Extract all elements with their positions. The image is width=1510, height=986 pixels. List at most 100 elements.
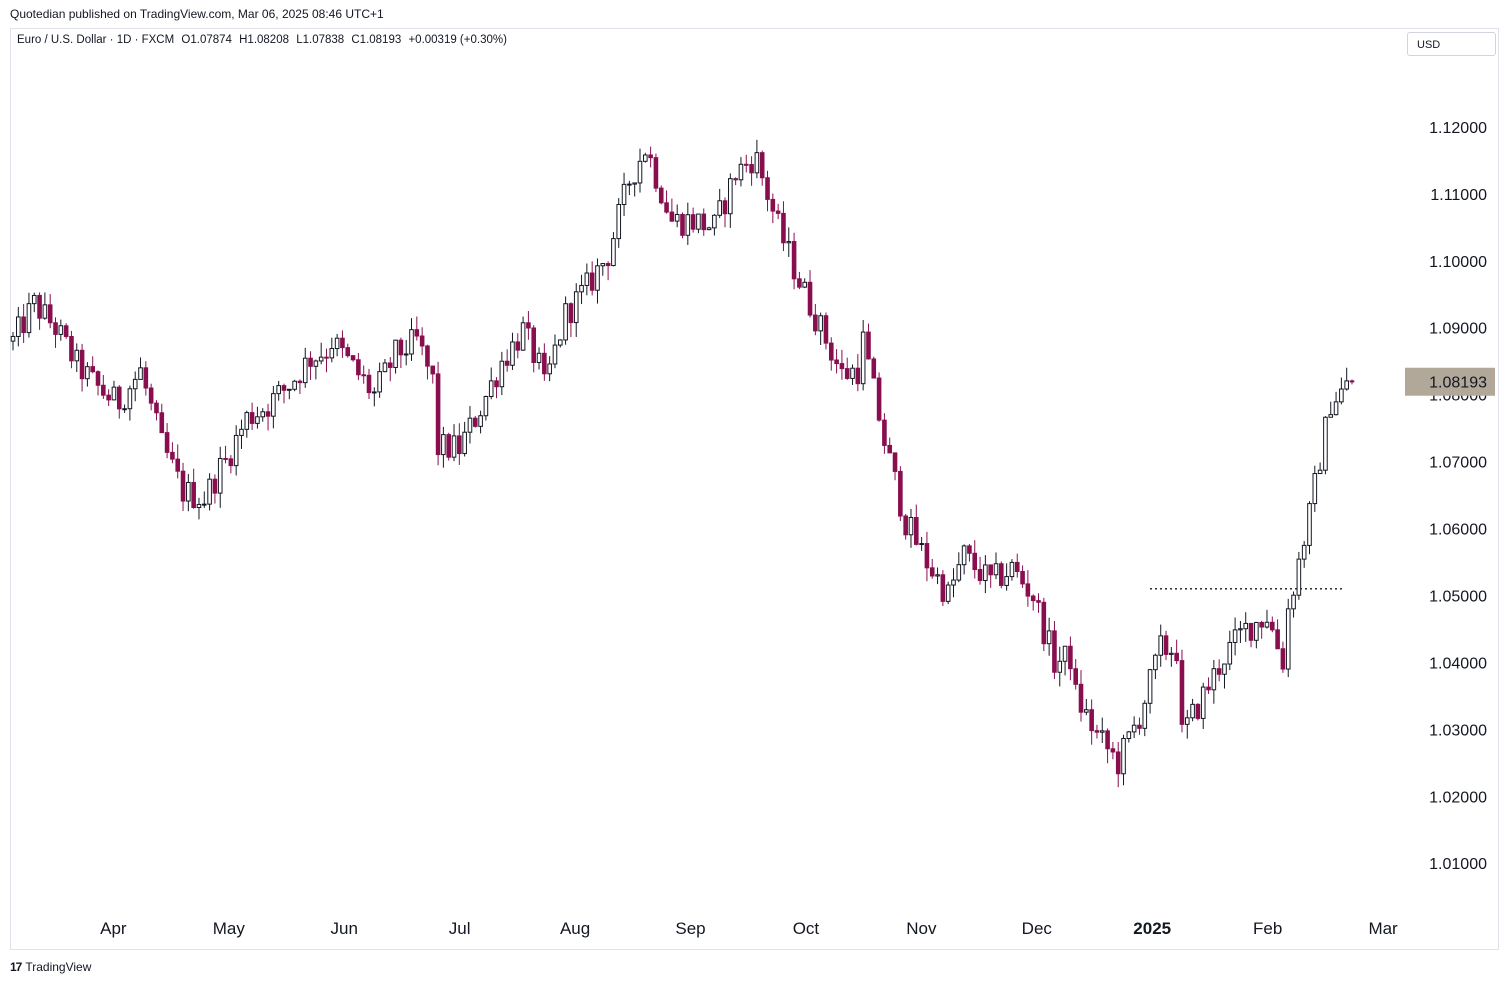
candle: [16, 306, 21, 347]
candle: [674, 204, 680, 228]
candle: [595, 258, 600, 304]
candle: [643, 152, 648, 163]
candle: [58, 319, 64, 341]
candle: [850, 364, 855, 385]
candle: [621, 172, 627, 216]
candle: [85, 362, 90, 387]
price-tick-label: 1.03000: [1429, 722, 1487, 739]
price-tick-label: 1.12000: [1429, 120, 1487, 137]
candle: [1291, 591, 1296, 618]
legend-symbol: Euro / U.S. Dollar · 1D · FXCM: [17, 34, 175, 46]
candle: [1248, 622, 1254, 648]
candle: [1169, 647, 1174, 667]
candle: [1089, 699, 1094, 745]
candle: [403, 339, 409, 366]
candle: [1333, 391, 1339, 416]
time-tick-label: Feb: [1253, 919, 1282, 938]
candle: [329, 337, 335, 363]
candle: [813, 303, 818, 336]
candle: [823, 312, 829, 350]
candle: [21, 303, 26, 343]
candle: [754, 139, 760, 179]
candle: [334, 333, 340, 357]
candle: [441, 426, 446, 468]
candle: [478, 410, 483, 434]
candle: [138, 357, 143, 380]
candle: [1078, 670, 1084, 722]
candle: [728, 173, 733, 228]
candle: [467, 406, 473, 444]
candle: [1206, 677, 1211, 694]
candle: [196, 497, 202, 520]
candle: [271, 386, 276, 429]
symbol-legend: Euro / U.S. Dollar · 1D · FXCM O1.07874 …: [17, 34, 511, 46]
candle: [860, 320, 866, 391]
candle: [111, 380, 117, 401]
candle: [600, 263, 606, 276]
candle: [414, 316, 420, 341]
candle: [892, 452, 898, 481]
candle: [903, 514, 908, 540]
candle: [244, 410, 250, 438]
candle: [855, 354, 861, 392]
candle: [483, 395, 489, 421]
candle: [627, 180, 632, 196]
candle: [212, 474, 218, 504]
candle: [913, 504, 919, 546]
candle: [690, 207, 696, 233]
candle: [1238, 620, 1243, 643]
currency-selector[interactable]: USD: [1407, 32, 1496, 56]
candle: [409, 318, 414, 361]
candle: [839, 349, 845, 380]
price-tick-label: 1.10000: [1429, 254, 1487, 271]
candle: [143, 361, 149, 396]
candles: [10, 139, 1355, 788]
candle: [759, 150, 765, 186]
price-tick-label: 1.01000: [1429, 856, 1487, 873]
candle: [1254, 621, 1259, 649]
candle: [356, 352, 361, 381]
candle: [712, 214, 717, 236]
candle: [1232, 617, 1238, 656]
candle: [573, 283, 579, 337]
candle: [887, 437, 893, 454]
candle: [180, 462, 186, 511]
candle: [557, 339, 563, 348]
candle: [260, 408, 266, 422]
candle: [1094, 724, 1100, 739]
candle: [786, 227, 792, 257]
candle: [844, 357, 850, 380]
candle: [79, 343, 85, 392]
candle: [632, 182, 637, 197]
candle: [292, 379, 297, 392]
candle: [924, 531, 930, 582]
candle: [977, 556, 983, 585]
candle: [430, 365, 436, 384]
candle: [1328, 401, 1334, 418]
candle: [1227, 630, 1233, 671]
candle: [828, 337, 834, 371]
candle: [116, 385, 122, 419]
time-tick-label: 2025: [1133, 919, 1171, 938]
candle: [1046, 617, 1052, 656]
candle: [637, 148, 643, 193]
candle: [664, 190, 669, 214]
candle: [1110, 741, 1116, 760]
candle: [1317, 462, 1323, 475]
time-tick-label: Dec: [1022, 919, 1053, 938]
candle: [775, 203, 781, 220]
candle: [1099, 717, 1105, 744]
candle: [175, 444, 181, 479]
candle: [42, 292, 48, 320]
price-tick-label: 1.07000: [1429, 455, 1487, 472]
candle: [191, 468, 196, 509]
candle: [1147, 668, 1153, 714]
candle: [733, 177, 738, 186]
candle: [37, 292, 42, 330]
candle: [510, 332, 515, 370]
price-axis: 1.120001.110001.100001.090001.080001.070…: [1429, 120, 1487, 873]
candle: [951, 568, 956, 598]
candle: [749, 156, 754, 186]
candle: [1323, 416, 1328, 475]
